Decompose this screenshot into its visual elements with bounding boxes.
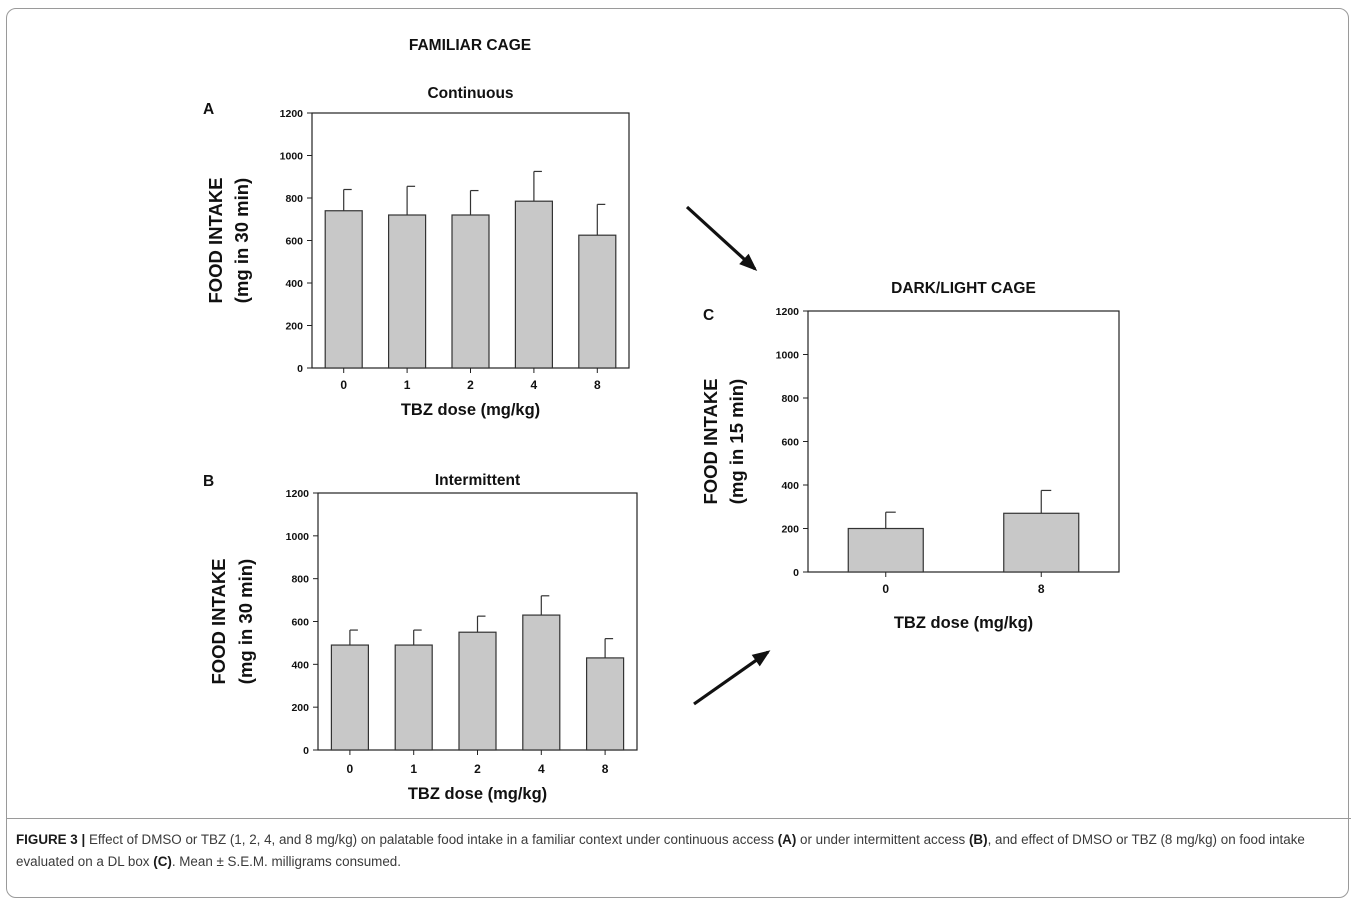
y-tick-label: 1000 xyxy=(776,350,800,362)
y-tick-label: 0 xyxy=(303,745,309,757)
y-tick-label: 400 xyxy=(291,659,309,671)
chart-panel-b: Intermittent B 0 200 400 600 800 1000 1200 FOOD I… xyxy=(203,472,637,803)
bar xyxy=(325,211,362,368)
x-axis-title: TBZ dose (mg/kg) xyxy=(408,785,547,803)
y-tick-label: 200 xyxy=(285,321,303,333)
bar xyxy=(459,632,496,750)
caption-segment: . Mean ± S.E.M. milligrams consumed. xyxy=(172,854,401,869)
y-tick-label: 1000 xyxy=(280,151,304,163)
bar xyxy=(579,235,616,368)
y-axis-subtitle: (mg in 30 min) xyxy=(231,178,252,303)
x-tick-label: 8 xyxy=(1038,582,1045,596)
bar xyxy=(389,215,426,368)
panel-letter-a: A xyxy=(203,101,214,118)
x-tick-label: 4 xyxy=(531,378,538,392)
y-tick-label: 200 xyxy=(781,524,799,536)
y-axis-title: FOOD INTAKE xyxy=(205,177,226,303)
y-tick-label: 400 xyxy=(781,480,799,492)
chart-title: Intermittent xyxy=(435,472,520,489)
x-tick-label: 0 xyxy=(347,762,354,776)
bar xyxy=(848,529,923,573)
x-tick-label: 4 xyxy=(538,762,545,776)
caption-label: FIGURE 3 | xyxy=(16,832,85,847)
x-axis-title: TBZ dose (mg/kg) xyxy=(894,614,1033,632)
bar xyxy=(452,215,489,368)
y-tick-label: 800 xyxy=(781,393,799,405)
x-tick-label: 1 xyxy=(404,378,411,392)
chart-panel-a: Continuous A 0 200 400 600 800 1000 1200 FOOD INT… xyxy=(203,85,629,419)
y-tick-label: 1200 xyxy=(280,108,304,120)
bar xyxy=(523,615,560,750)
x-tick-label: 8 xyxy=(602,762,609,776)
bar xyxy=(1004,513,1079,572)
caption-text: Effect of DMSO or TBZ (1, 2, 4, and 8 mg… xyxy=(16,832,1305,869)
x-axis-title: TBZ dose (mg/kg) xyxy=(401,401,540,419)
y-tick-label: 800 xyxy=(291,574,309,586)
x-tick-label: 0 xyxy=(340,378,347,392)
caption-divider xyxy=(6,818,1351,819)
caption-panel-ref: (B) xyxy=(969,832,988,847)
arrow-to-c-from-b-head xyxy=(752,650,771,666)
chart-title: DARK/LIGHT CAGE xyxy=(891,280,1036,297)
caption-panel-ref: (A) xyxy=(778,832,797,847)
y-tick-label: 600 xyxy=(291,617,309,629)
x-tick-label: 8 xyxy=(594,378,601,392)
x-tick-label: 1 xyxy=(410,762,417,776)
panel-letter-c: C xyxy=(703,307,714,324)
bar xyxy=(395,645,432,750)
chart-panel-c: DARK/LIGHT CAGE C 0 200 400 600 800 1000 1200 FOO… xyxy=(700,280,1119,632)
y-axis-title: FOOD INTAKE xyxy=(700,378,721,504)
y-axis-title: FOOD INTAKE xyxy=(208,558,229,684)
y-tick-label: 1000 xyxy=(286,531,310,543)
panel-letter-b: B xyxy=(203,473,214,490)
caption-segment: or under intermittent access xyxy=(796,832,969,847)
bar xyxy=(331,645,368,750)
figure-caption: FIGURE 3 | Effect of DMSO or TBZ (1, 2, … xyxy=(16,829,1341,873)
y-tick-label: 200 xyxy=(291,702,309,714)
caption-panel-ref: (C) xyxy=(153,854,172,869)
figure-title: FAMILIAR CAGE xyxy=(409,37,531,54)
caption-segment: Effect of DMSO or TBZ (1, 2, 4, and 8 mg… xyxy=(85,832,777,847)
y-tick-label: 800 xyxy=(285,193,303,205)
x-tick-label: 0 xyxy=(882,582,889,596)
y-axis-subtitle: (mg in 30 min) xyxy=(235,559,256,684)
y-tick-label: 600 xyxy=(781,437,799,449)
bar xyxy=(515,201,552,368)
figure-svg: FAMILIAR CAGE ContinuousA020040060080010… xyxy=(0,0,1357,818)
y-tick-label: 600 xyxy=(285,236,303,248)
y-tick-label: 0 xyxy=(297,363,303,375)
y-tick-label: 1200 xyxy=(286,488,310,500)
x-tick-label: 2 xyxy=(474,762,481,776)
chart-title: Continuous xyxy=(427,85,513,102)
bar xyxy=(587,658,624,750)
y-axis-subtitle: (mg in 15 min) xyxy=(726,379,747,504)
y-tick-label: 0 xyxy=(793,567,799,579)
x-tick-label: 2 xyxy=(467,378,474,392)
y-tick-label: 1200 xyxy=(776,306,800,318)
y-tick-label: 400 xyxy=(285,278,303,290)
